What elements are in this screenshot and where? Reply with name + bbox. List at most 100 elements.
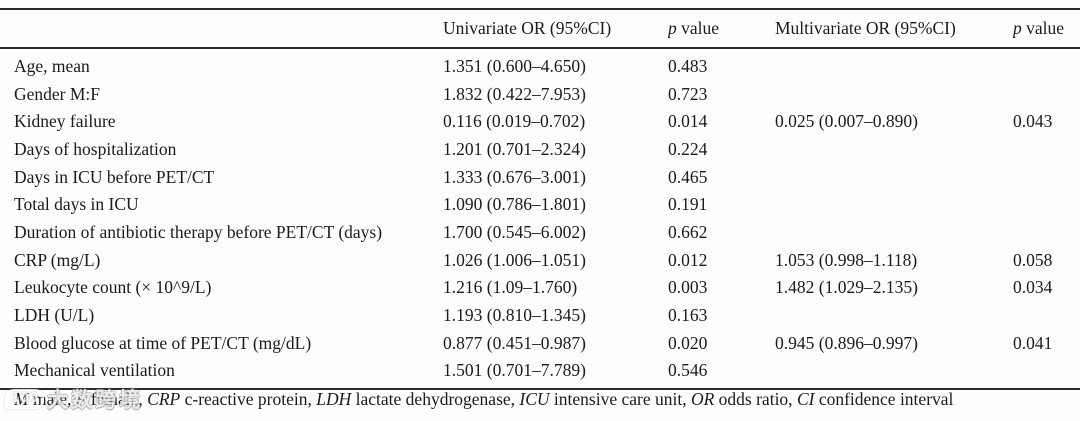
univariate-or-cell: 1.193 (0.810–1.345) — [443, 304, 586, 325]
univariate-p-cell: 0.723 — [668, 83, 708, 104]
table-body: Age, mean 1.351 (0.600–4.650) 0.483 Gender … — [0, 48, 1080, 390]
univariate-p-cell: 0.003 — [668, 277, 708, 298]
table-row: Kidney failure 0.116 (0.019–0.702) 0.014 0.… — [0, 108, 1080, 136]
row-label-cell: Kidney failure — [14, 111, 116, 132]
multivariate-or-cell — [775, 48, 1013, 81]
row-label-cell: Gender M:F — [14, 83, 101, 104]
row-label-cell: CRP (mg/L) — [14, 249, 101, 270]
multivariate-p-cell — [1013, 81, 1080, 109]
table-row: Mechanical ventilation 1.501 (0.701–7.789… — [0, 357, 1080, 390]
univariate-or-cell: 1.026 (1.006–1.051) — [443, 249, 586, 270]
table-row: Age, mean 1.351 (0.600–4.650) 0.483 — [0, 48, 1080, 81]
multivariate-p-cell: 0.034 — [1013, 277, 1053, 298]
header-p-value-multivariate: p value — [1013, 9, 1080, 49]
univariate-p-cell: 0.662 — [668, 221, 708, 242]
footnote-segment: odds ratio, — [714, 389, 797, 409]
univariate-p-cell: 0.546 — [668, 357, 775, 390]
footnote-text: M male, F female, CRP c-reactive protein… — [14, 388, 1070, 410]
multivariate-p-cell — [1013, 136, 1080, 164]
table-header: Univariate OR (95%CI) p value Multivaria… — [0, 9, 1080, 49]
footnote-segment: female, — [86, 389, 148, 409]
univariate-p-cell: 0.483 — [668, 56, 708, 76]
footnote-segment: intensive care unit, — [549, 389, 691, 409]
footnote-abbreviation: CI — [796, 389, 815, 409]
univariate-p-cell: 0.020 — [668, 332, 708, 353]
table-row: CRP (mg/L) 1.026 (1.006–1.051) 0.012 1.053 … — [0, 247, 1080, 275]
row-label-cell: Age, mean — [14, 56, 90, 76]
header-variable — [0, 9, 443, 49]
multivariate-or-cell: 1.053 (0.998–1.118) — [775, 249, 918, 270]
row-label-cell: Duration of antibiotic therapy before PE… — [14, 221, 383, 242]
multivariate-or-cell — [775, 302, 1013, 330]
header-multivariate-or: Multivariate OR (95%CI) — [775, 9, 1013, 49]
footnote-segment: male, — [28, 389, 76, 409]
table-row: Gender M:F 1.832 (0.422–7.953) 0.723 — [0, 81, 1080, 109]
univariate-p-cell: 0.465 — [668, 166, 708, 187]
univariate-p-cell: 0.014 — [668, 111, 708, 132]
p-word: value — [1021, 18, 1065, 38]
univariate-p-cell: 0.191 — [668, 194, 708, 215]
header-univariate-or: Univariate OR (95%CI) — [443, 9, 668, 49]
footnote-abbreviation: LDH — [316, 389, 352, 409]
footnote-segment: confidence interval — [814, 389, 954, 409]
footnote-segment: lactate dehydrogenase, — [351, 389, 520, 409]
row-label-cell: Mechanical ventilation — [0, 357, 443, 390]
multivariate-p-cell — [1013, 48, 1080, 81]
multivariate-p-cell — [1013, 191, 1080, 219]
table-row: LDH (U/L) 1.193 (0.810–1.345) 0.163 — [0, 302, 1080, 330]
multivariate-or-cell — [775, 164, 1013, 192]
p-word: value — [676, 18, 720, 38]
row-label-cell: Days of hospitalization — [14, 138, 177, 159]
p-symbol: p — [668, 18, 677, 38]
multivariate-or-cell: 0.025 (0.007–0.890) — [775, 111, 918, 132]
univariate-or-cell: 1.333 (0.676–3.001) — [443, 166, 586, 187]
p-symbol: p — [1013, 18, 1022, 38]
header-p-value-univariate: p value — [668, 9, 775, 49]
univariate-or-cell: 1.201 (0.701–2.324) — [443, 138, 586, 159]
univariate-or-cell: 1.700 (0.545–6.002) — [443, 221, 586, 242]
table-row: Total days in ICU 1.090 (0.786–1.801) 0.19… — [0, 191, 1080, 219]
multivariate-p-cell — [1013, 164, 1080, 192]
row-label-cell: Total days in ICU — [14, 194, 139, 215]
multivariate-p-cell: 0.041 — [1013, 332, 1053, 353]
footnote-segment: c-reactive protein, — [180, 389, 317, 409]
multivariate-or-cell — [775, 357, 1013, 390]
multivariate-or-cell — [775, 219, 1013, 247]
univariate-p-cell: 0.012 — [668, 249, 708, 270]
multivariate-or-cell — [775, 191, 1013, 219]
footnote-abbreviation: OR — [690, 389, 715, 409]
univariate-or-cell: 0.116 (0.019–0.702) — [443, 111, 586, 132]
univariate-or-cell: 1.501 (0.701–7.789) — [443, 357, 668, 390]
multivariate-p-cell — [1013, 357, 1080, 390]
univariate-or-cell: 0.877 (0.451–0.987) — [443, 332, 586, 353]
multivariate-or-cell — [775, 136, 1013, 164]
univariate-or-cell: 1.351 (0.600–4.650) — [443, 56, 586, 76]
multivariate-p-cell: 0.058 — [1013, 249, 1053, 270]
footnote-abbreviation: M — [14, 389, 29, 409]
multivariate-p-cell — [1013, 302, 1080, 330]
row-label-cell: Blood glucose at time of PET/CT (mg/dL) — [14, 332, 312, 353]
multivariate-p-cell: 0.043 — [1013, 111, 1053, 132]
multivariate-or-cell — [775, 81, 1013, 109]
table-row: Days in ICU before PET/CT 1.333 (0.676–3.… — [0, 164, 1080, 192]
footnote-abbreviation: F — [75, 389, 87, 409]
table-row: Leukocyte count (× 10^9/L) 1.216 (1.09–1.… — [0, 274, 1080, 302]
row-label-cell: Leukocyte count (× 10^9/L) — [14, 277, 212, 298]
footnote-abbreviation: ICU — [519, 389, 550, 409]
row-label-cell: Days in ICU before PET/CT — [14, 166, 215, 187]
footnote-abbreviation: CRP — [147, 389, 181, 409]
row-label-cell: LDH (U/L) — [14, 304, 95, 325]
univariate-p-cell: 0.163 — [668, 304, 708, 325]
table-row: Blood glucose at time of PET/CT (mg/dL) 0… — [0, 330, 1080, 358]
table-row: Duration of antibiotic therapy before PE… — [0, 219, 1080, 247]
univariate-p-cell: 0.224 — [668, 138, 708, 159]
odds-ratio-table: Univariate OR (95%CI) p value Multivaria… — [0, 8, 1080, 390]
table-row: Days of hospitalization 1.201 (0.701–2.32… — [0, 136, 1080, 164]
multivariate-or-cell: 1.482 (1.029–2.135) — [775, 277, 918, 298]
multivariate-p-cell — [1013, 219, 1080, 247]
univariate-or-cell: 1.832 (0.422–7.953) — [443, 83, 586, 104]
univariate-or-cell: 1.216 (1.09–1.760) — [443, 277, 578, 298]
multivariate-or-cell: 0.945 (0.896–0.997) — [775, 332, 918, 353]
univariate-or-cell: 1.090 (0.786–1.801) — [443, 194, 586, 215]
